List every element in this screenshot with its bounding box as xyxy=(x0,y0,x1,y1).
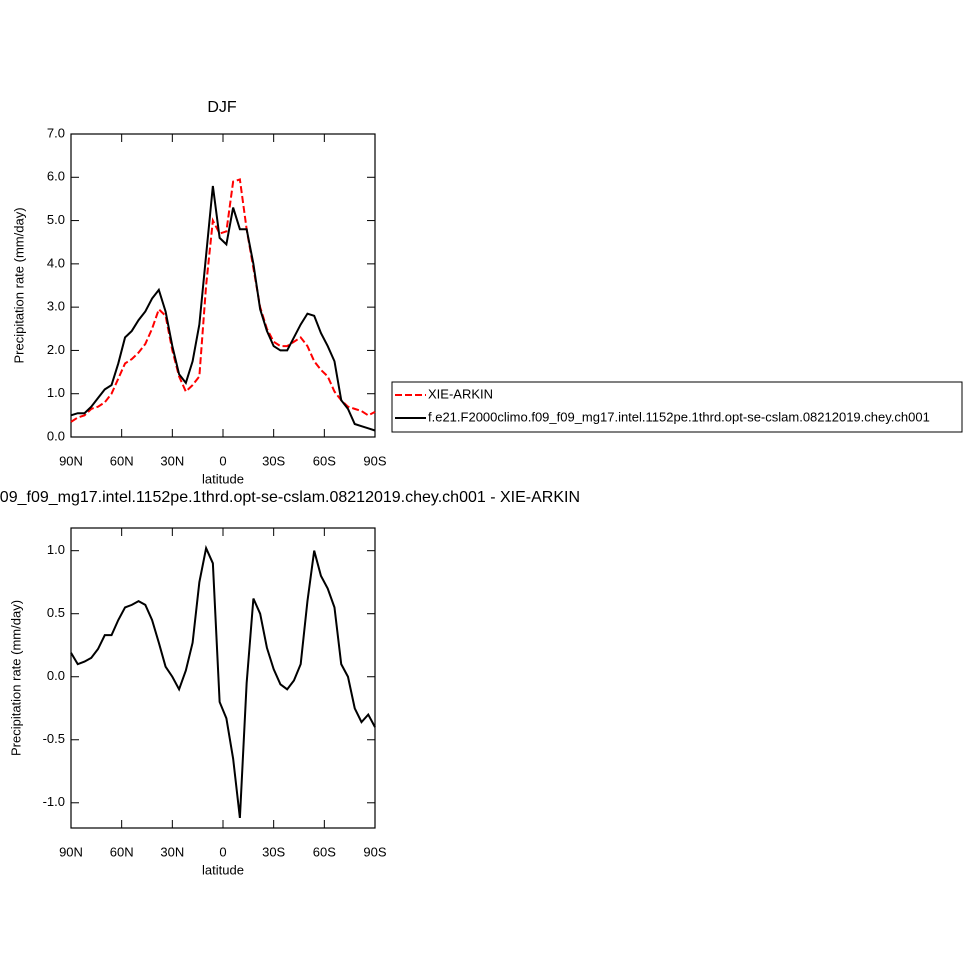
y-tick-label: 4.0 xyxy=(47,255,65,270)
y-tick-label: -1.0 xyxy=(43,794,65,809)
y-axis-label: Precipitation rate (mm/day) xyxy=(8,600,23,756)
x-tick-label: 90S xyxy=(363,453,386,468)
legend-label: f.e21.F2000climo.f09_f09_mg17.intel.1152… xyxy=(428,409,930,424)
y-tick-label: 1.0 xyxy=(47,385,65,400)
y-tick-label: 0.0 xyxy=(47,668,65,683)
x-tick-label: 30N xyxy=(160,844,184,859)
legend-label: XIE-ARKIN xyxy=(428,386,493,401)
x-tick-label: 30S xyxy=(262,453,285,468)
x-tick-label: 60S xyxy=(313,453,336,468)
chart-title: DJF xyxy=(207,99,237,116)
plot-frame xyxy=(70,527,376,829)
y-tick-label: 3.0 xyxy=(47,299,65,314)
y-tick-label: 5.0 xyxy=(47,212,65,227)
y-tick-label: 0.0 xyxy=(47,428,65,443)
x-tick-label: 60S xyxy=(313,844,336,859)
x-tick-label: 30N xyxy=(160,453,184,468)
legend-box xyxy=(391,381,963,433)
x-axis-label: latitude xyxy=(202,862,244,877)
y-tick-label: 6.0 xyxy=(47,169,65,184)
chart-title: f.e21.F2000climo.f09_f09_mg17.intel.1152… xyxy=(0,489,580,506)
x-tick-label: 90N xyxy=(59,453,83,468)
y-tick-label: 1.0 xyxy=(47,542,65,557)
y-tick-label: 0.5 xyxy=(47,605,65,620)
y-axis-label: Precipitation rate (mm/day) xyxy=(11,207,26,363)
x-tick-label: 90N xyxy=(59,844,83,859)
x-tick-label: 60N xyxy=(110,844,134,859)
series-line xyxy=(70,178,376,423)
x-axis-label: latitude xyxy=(202,471,244,486)
y-tick-label: 2.0 xyxy=(47,342,65,357)
series-line xyxy=(70,185,376,432)
y-tick-label: -0.5 xyxy=(43,731,65,746)
x-tick-label: 60N xyxy=(110,453,134,468)
x-tick-label: 0 xyxy=(219,453,226,468)
y-tick-label: 7.0 xyxy=(47,125,65,140)
x-tick-label: 90S xyxy=(363,844,386,859)
x-tick-label: 0 xyxy=(219,844,226,859)
plot-frame xyxy=(70,133,376,438)
series-line xyxy=(70,544,376,819)
x-tick-label: 30S xyxy=(262,844,285,859)
